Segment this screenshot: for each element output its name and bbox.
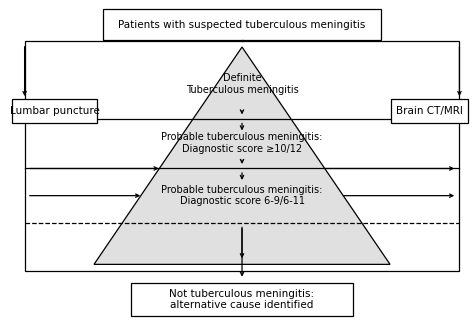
Text: Not tuberculous meningitis:
alternative cause identified: Not tuberculous meningitis: alternative … bbox=[170, 289, 315, 310]
Bar bbox=[25, 41, 459, 271]
Bar bbox=[131, 283, 353, 316]
Text: Probable tuberculous meningitis:
Diagnostic score 6-9/6-11: Probable tuberculous meningitis: Diagnos… bbox=[161, 185, 323, 206]
Polygon shape bbox=[94, 47, 390, 265]
Text: Probable tuberculous meningitis:
Diagnostic score ≥10/12: Probable tuberculous meningitis: Diagnos… bbox=[161, 132, 323, 154]
Bar bbox=[103, 10, 381, 40]
Bar bbox=[391, 99, 467, 123]
Text: Brain CT/MRI: Brain CT/MRI bbox=[396, 106, 463, 116]
Bar bbox=[12, 99, 98, 123]
Text: Patients with suspected tuberculous meningitis: Patients with suspected tuberculous meni… bbox=[118, 20, 366, 30]
Text: Lumbar puncture: Lumbar puncture bbox=[10, 106, 100, 116]
Text: Definite
Tuberculous meningitis: Definite Tuberculous meningitis bbox=[186, 73, 299, 95]
